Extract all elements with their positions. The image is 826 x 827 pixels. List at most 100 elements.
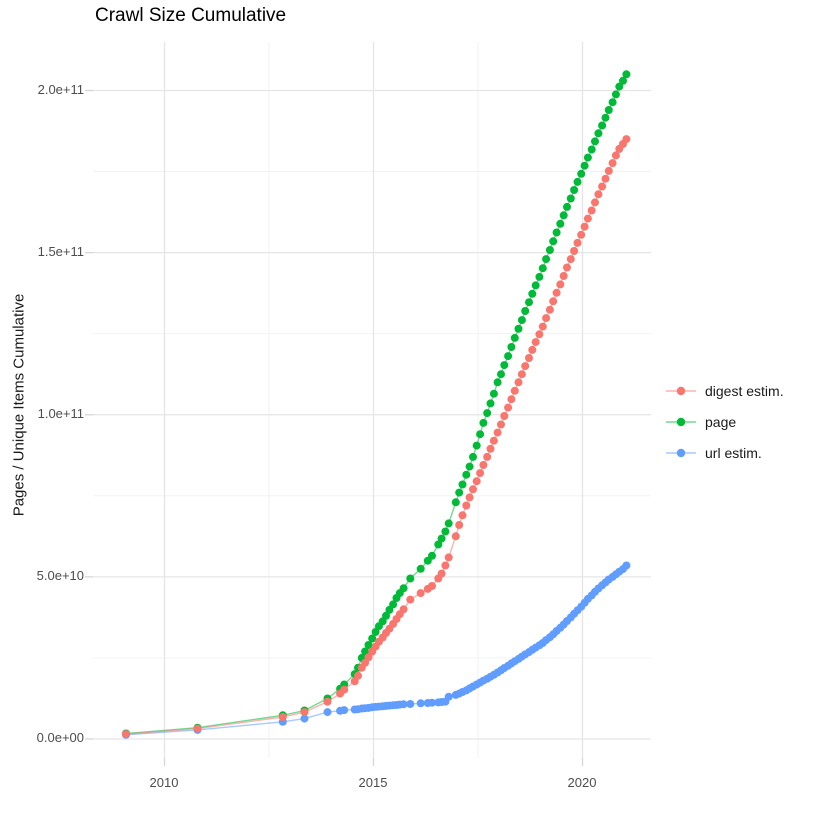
legend-key-url-line-dot-icon: [666, 448, 696, 458]
data-point: [573, 177, 582, 186]
legend-item-page: page: [664, 407, 736, 437]
data-point: [598, 121, 607, 130]
data-point: [521, 362, 530, 371]
data-point: [500, 412, 509, 420]
data-point: [514, 378, 523, 387]
data-point: [504, 352, 513, 361]
data-point: [497, 420, 505, 429]
data-point: [500, 361, 509, 370]
data-point: [531, 338, 540, 347]
data-point: [493, 428, 502, 437]
data-point: [587, 206, 596, 215]
data-point: [591, 137, 599, 146]
data-point: [525, 354, 533, 362]
data-point: [479, 418, 488, 427]
data-point: [364, 641, 373, 649]
data-point: [122, 730, 130, 739]
y-tick-label-1e11: 1.0e+11: [37, 406, 84, 421]
data-point: [455, 488, 464, 497]
data-point: [542, 255, 551, 264]
data-point: [483, 452, 492, 461]
data-point: [451, 532, 460, 541]
data-point: [428, 551, 436, 560]
data-point: [591, 198, 599, 207]
data-point: [545, 246, 554, 254]
x-tick-label-2015: 2015: [358, 775, 388, 790]
data-point: [552, 288, 561, 297]
data-point: [489, 436, 498, 445]
data-point: [528, 289, 537, 298]
data-point: [580, 222, 589, 231]
data-point: [611, 90, 620, 99]
legend-label-page: page: [705, 414, 737, 430]
data-point: [583, 153, 592, 162]
series-digest-estim: [122, 135, 631, 739]
data-point: [323, 708, 332, 717]
data-point: [552, 228, 561, 237]
data-point: [416, 564, 425, 573]
data-point: [563, 202, 571, 211]
data-point: [441, 527, 450, 536]
data-point: [566, 194, 575, 203]
data-point: [340, 706, 349, 715]
data-point: [559, 211, 568, 220]
data-point: [525, 298, 533, 307]
data-point: [493, 378, 502, 387]
data-point: [486, 399, 495, 408]
data-point: [535, 272, 544, 281]
data-point: [598, 182, 607, 191]
data-point: [510, 386, 519, 395]
data-point: [622, 135, 631, 144]
data-point: [368, 634, 377, 643]
data-point: [622, 70, 631, 79]
data-point: [542, 314, 551, 323]
data-point: [476, 430, 485, 439]
data-point: [469, 485, 477, 494]
data-point: [538, 322, 547, 331]
data-point: [577, 169, 586, 178]
legend-key-page-line-dot-icon: [666, 417, 696, 427]
data-point: [458, 511, 467, 520]
data-point: [193, 724, 202, 733]
data-point: [531, 281, 540, 290]
data-point: [437, 569, 446, 578]
data-point: [549, 297, 558, 306]
data-point: [604, 106, 613, 114]
data-point: [444, 692, 453, 701]
data-point: [549, 237, 558, 246]
data-point: [406, 700, 415, 708]
y-axis-title: Pages / Unique Items Cumulative: [10, 293, 28, 517]
legend-label-url-estim: url estim.: [705, 445, 762, 461]
data-point: [570, 186, 579, 194]
y-tick-label-0: 0.0e+00: [36, 730, 84, 745]
data-point: [451, 498, 460, 507]
data-point: [489, 389, 498, 398]
data-point: [458, 480, 467, 489]
data-point: [371, 628, 380, 636]
data-point: [615, 82, 624, 91]
y-tick-label-5e10: 5.0e+10: [36, 568, 84, 583]
data-point: [437, 534, 446, 543]
data-point: [538, 264, 547, 273]
data-point: [483, 409, 492, 418]
data-point: [566, 255, 575, 264]
data-point: [497, 370, 505, 379]
data-point: [594, 190, 603, 199]
data-point: [472, 441, 481, 450]
data-point: [486, 444, 495, 453]
plot-title: Crawl Size Cumulative: [95, 5, 287, 26]
data-point: [563, 263, 571, 272]
y-tick-label-1.5e11: 1.5e+11: [37, 244, 84, 259]
data-point: [479, 461, 488, 469]
data-point: [406, 595, 415, 604]
data-point: [601, 113, 610, 122]
data-point: [462, 501, 471, 510]
data-point: [504, 403, 513, 412]
x-tick-label-2010: 2010: [149, 775, 179, 790]
data-point: [340, 685, 349, 694]
data-point: [510, 333, 519, 342]
y-tick-label-2e11: 2.0e+11: [37, 82, 84, 97]
data-point: [622, 561, 631, 570]
data-point: [472, 477, 481, 486]
